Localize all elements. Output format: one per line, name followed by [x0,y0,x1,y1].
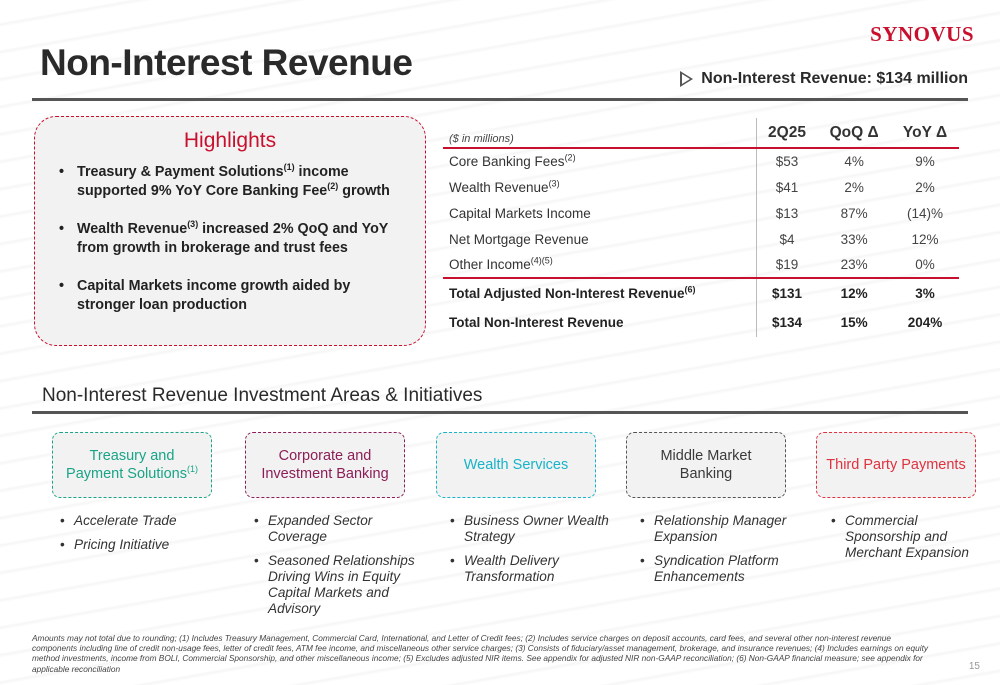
row-label: Net Mortgage Revenue [449,231,589,247]
col-header: 2Q25 [755,118,818,148]
row-label: Other Income(4)(5) [449,255,553,272]
cell-2q25: $19 [755,252,818,278]
table-row: Wealth Revenue(3) $41 2% 2% [443,174,959,200]
section-divider [32,411,968,414]
initiatives-middle-market: Relationship Manager Expansion Syndicati… [640,513,818,593]
area-third-party-payments: Third Party Payments [816,432,976,498]
page-number: 15 [968,661,980,672]
cell-yoy: 3% [915,285,935,301]
revenue-callout: Non-Interest Revenue: $134 million [680,70,968,88]
cell-qoq: 33% [840,231,868,247]
cell-yoy: 2% [915,179,935,195]
initiative-item: Accelerate Trade [60,513,238,529]
table-total-row: Total Non-Interest Revenue $134 15% 204% [443,307,959,337]
initiatives-third-party: Commercial Sponsorship and Merchant Expa… [831,513,991,569]
row-label: Capital Markets Income [449,205,591,221]
highlights-list: Treasury & Payment Solutions(1) income s… [59,163,407,315]
area-middle-market-banking: Middle Market Banking [626,432,786,498]
cell-2q25: $53 [755,148,818,174]
area-corporate-investment-banking: Corporate and Investment Banking [245,432,405,498]
initiatives-corporate: Expanded Sector Coverage Seasoned Relati… [254,513,432,625]
cell-yoy: (14)% [907,205,944,221]
table-row: Other Income(4)(5) $19 23% 0% [443,252,959,278]
cell-qoq: 15% [840,314,868,330]
highlights-box: Highlights Treasury & Payment Solutions(… [34,116,426,346]
callout-text: Non-Interest Revenue: $134 million [701,70,968,87]
table-header-row: ($ in millions) 2Q25 QoQ Δ YoY Δ [443,118,959,148]
cell-2q25: $13 [755,200,818,226]
table-total-row: Total Adjusted Non-Interest Revenue(6) $… [443,278,959,307]
cell-yoy: 0% [915,257,935,272]
highlight-item: Treasury & Payment Solutions(1) income s… [59,163,407,201]
section-title: Non-Interest Revenue Investment Areas & … [42,385,483,406]
table-row: Core Banking Fees(2) $53 4% 9% [443,148,959,174]
initiative-item: Wealth Delivery Transformation [450,553,628,585]
cell-qoq: 23% [840,257,868,272]
row-label: Total Adjusted Non-Interest Revenue(6) [449,284,696,301]
cell-qoq: 2% [844,179,864,195]
revenue-table: ($ in millions) 2Q25 QoQ Δ YoY Δ Core Ba… [443,118,959,337]
initiative-item: Pricing Initiative [60,537,238,553]
cell-2q25: $4 [755,226,818,252]
initiative-item: Seasoned Relationships Driving Wins in E… [254,553,432,617]
highlights-title: Highlights [183,129,277,152]
col-header: QoQ Δ [829,123,879,141]
title-divider [32,98,968,101]
initiative-item: Relationship Manager Expansion [640,513,818,545]
initiatives-treasury: Accelerate Trade Pricing Initiative [60,513,238,561]
cell-2q25: $41 [755,174,818,200]
initiative-item: Syndication Platform Enhancements [640,553,818,585]
row-label: Total Non-Interest Revenue [449,314,624,330]
page-title: Non-Interest Revenue [40,42,413,83]
cell-yoy: 9% [915,154,935,169]
cell-qoq: 87% [840,205,868,221]
initiative-item: Commercial Sponsorship and Merchant Expa… [831,513,991,561]
cell-2q25: $131 [755,278,818,307]
cell-qoq: 12% [840,285,868,301]
play-triangle-icon [680,71,694,87]
table-row: Capital Markets Income $13 87% (14)% [443,200,959,226]
cell-yoy: 204% [907,314,943,330]
initiatives-wealth: Business Owner Wealth Strategy Wealth De… [450,513,628,593]
cell-qoq: 4% [844,154,864,169]
cell-2q25: $134 [755,307,818,337]
synovus-logo: SYNOVUS [870,22,974,46]
area-wealth-services: Wealth Services [436,432,596,498]
area-treasury-payment: Treasury and Payment Solutions(1) [52,432,212,498]
highlight-item: Wealth Revenue(3) increased 2% QoQ and Y… [59,220,407,258]
unit-label: ($ in millions) [449,133,514,145]
row-label: Core Banking Fees(2) [449,152,576,169]
row-label: Wealth Revenue(3) [449,178,560,195]
highlight-item: Capital Markets income growth aided by s… [59,277,407,315]
col-header: YoY Δ [902,123,948,141]
footnote: Amounts may not total due to rounding; (… [32,633,929,674]
cell-yoy: 12% [911,231,939,247]
initiative-item: Expanded Sector Coverage [254,513,432,545]
table-row: Net Mortgage Revenue $4 33% 12% [443,226,959,252]
initiative-item: Business Owner Wealth Strategy [450,513,628,545]
